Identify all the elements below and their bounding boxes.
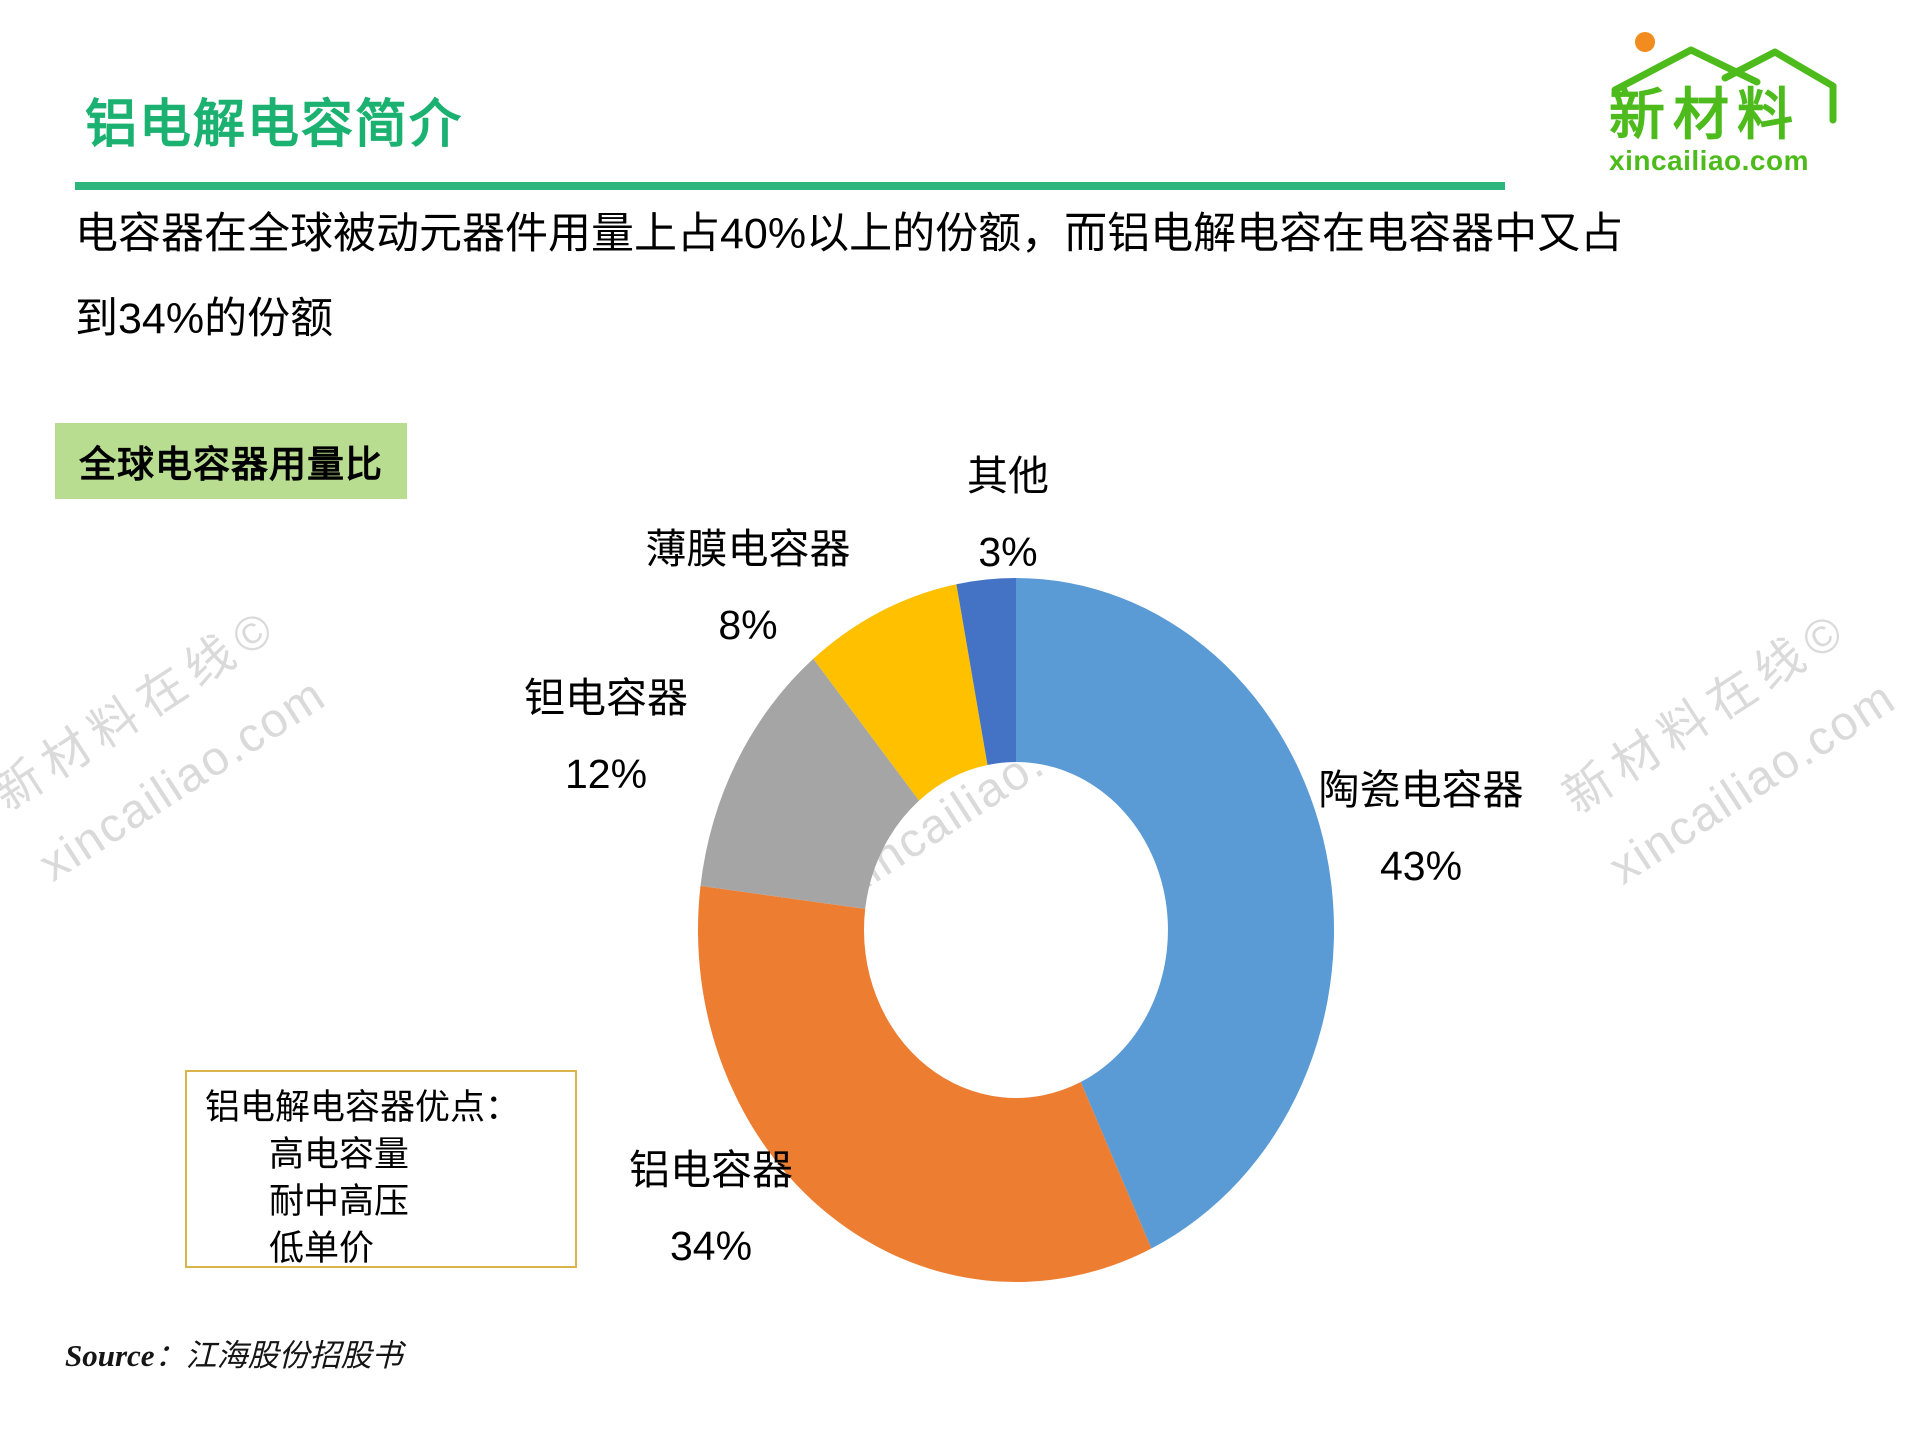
watermark-text-en: xincailiao.com [30,667,336,892]
slice-pct: 3% [978,529,1038,575]
watermark-text-cn: 新材料在线© [0,597,290,822]
source-label: Source [65,1338,155,1373]
brand-logo: 新材料 xincailiao.com [1609,32,1837,176]
intro-line-1: 电容器在全球被动元器件用量上占40%以上的份额，而铝电解电容在电容器中又占 [75,210,1624,258]
slice-pct: 12% [564,751,648,797]
source-line: Source：江海股份招股书 [65,1330,403,1375]
slice-label-ceramic: 陶瓷电容器 43% [1271,752,1571,904]
slice-label-other: 其他 3% [858,438,1158,590]
source-text: ：江海股份招股书 [154,1338,403,1373]
slice-label-film: 薄膜电容器 8% [598,511,898,663]
title-underline [75,182,1505,190]
slice-label-tantalum: 钽电容器 12% [456,660,756,812]
advantage-item: 高电容量 [269,1135,410,1174]
watermark-left: 新材料在线© xincailiao.com [0,560,382,930]
slice-name: 钽电容器 [524,675,688,721]
logo-roof-icon [1611,32,1837,124]
intro-text: 电容器在全球被动元器件用量上占40%以上的份额，而铝电解电容在电容器中又占 到3… [75,192,1865,362]
intro-line-2: 到34%的份额 [75,295,334,343]
slice-name: 其他 [967,453,1049,499]
slice-name: 铝电容器 [629,1147,793,1193]
advantage-item: 低单价 [269,1229,375,1268]
advantages-title: 铝电解电容器优点： [205,1088,521,1127]
advantage-item: 耐中高压 [269,1182,410,1221]
slice-pct: 8% [718,602,778,648]
watermark-text-en: xincailiao.com [1600,670,1906,895]
slice-pct: 34% [669,1223,753,1269]
donut-slice-0 [1016,578,1335,1249]
brand-name: 新材料 [1609,83,1801,146]
slice-label-aluminum: 铝电容器 34% [561,1132,861,1284]
advantages-box: 铝电解电容器优点： 高电容量 耐中高压 低单价 [185,1070,577,1268]
slice-name: 陶瓷电容器 [1318,767,1524,813]
watermark-text-en: xincailiao.com [830,682,1136,907]
brand-domain: xincailiao.com [1609,145,1809,176]
slice-pct: 43% [1379,843,1463,889]
page-title: 铝电解电容简介 [85,96,464,154]
donut-slice-4 [956,577,1016,765]
logo-dot-icon [1635,32,1655,52]
slice-name: 薄膜电容器 [645,526,851,572]
section-tag: 全球电容器用量比 [55,423,407,499]
